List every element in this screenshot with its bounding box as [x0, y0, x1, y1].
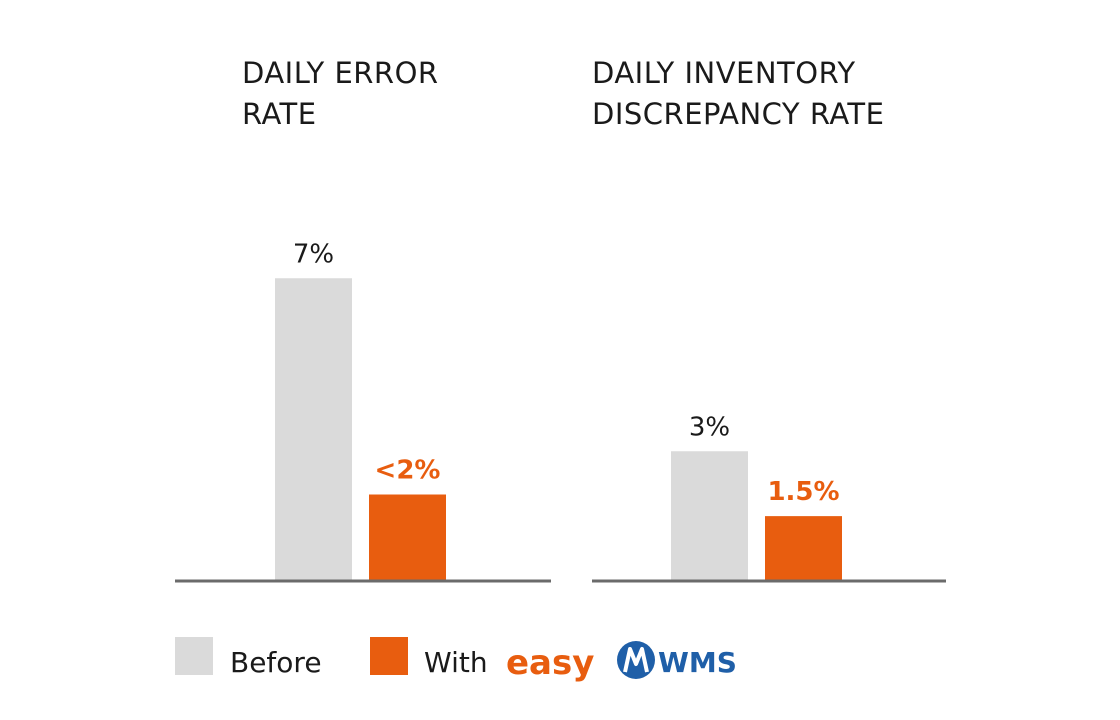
chart2-plot: 3% 1.5%: [592, 412, 946, 583]
bar-before: [671, 451, 748, 581]
value-label-before: 3%: [689, 412, 730, 442]
bar-with: [369, 494, 446, 581]
chart1-title-line1: DAILY ERROR: [242, 56, 439, 90]
chart1-plot: 7% <2%: [175, 239, 551, 583]
legend: Before With easy WMS: [175, 637, 737, 683]
logo-wms-text: WMS: [658, 646, 737, 679]
bar-before: [275, 278, 352, 581]
value-label-before: 7%: [293, 239, 334, 269]
legend-before-label: Before: [230, 646, 322, 679]
easywms-logo: easy WMS: [506, 641, 737, 683]
legend-with-swatch: [370, 637, 408, 675]
chart2-title-line2: DISCREPANCY RATE: [592, 97, 884, 131]
logo-easy-text: easy: [506, 643, 594, 683]
chart1-title-line2: RATE: [242, 97, 317, 131]
legend-with-label: With: [424, 646, 488, 679]
logo-mark-icon: [617, 641, 655, 679]
value-label-with: 1.5%: [767, 477, 839, 507]
legend-before-swatch: [175, 637, 213, 675]
bar-with: [765, 516, 842, 581]
value-label-with: <2%: [375, 456, 441, 486]
chart2-title-line1: DAILY INVENTORY: [592, 56, 856, 90]
